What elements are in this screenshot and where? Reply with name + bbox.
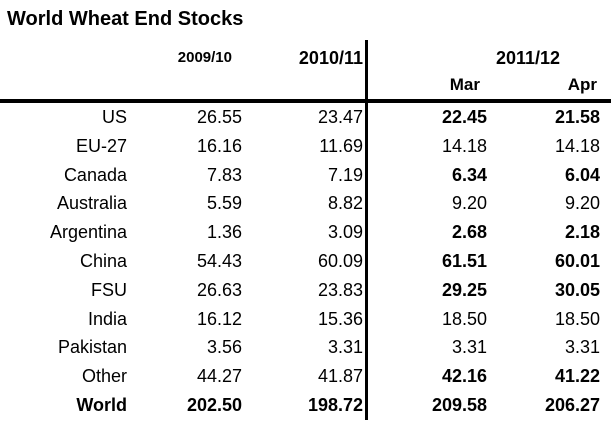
cell-2009-10: 26.55	[196, 107, 242, 127]
cell-apr: 206.27	[544, 394, 600, 415]
cell-apr: 18.50	[554, 308, 600, 329]
row-label: Other	[81, 366, 127, 387]
cell-2010-11: 23.47	[317, 107, 363, 127]
row-label: India	[87, 308, 127, 329]
column-divider-line	[365, 40, 368, 420]
cell-2010-11: 198.72	[307, 394, 363, 415]
table-title: World Wheat End Stocks	[7, 8, 244, 30]
col-header-2010-11: 2010/11	[298, 48, 363, 68]
cell-apr: 3.31	[564, 337, 600, 358]
cell-mar: 42.16	[441, 366, 487, 387]
cell-2009-10: 54.43	[196, 250, 242, 271]
cell-2009-10: 26.63	[196, 279, 242, 300]
cell-2009-10: 1.36	[206, 222, 242, 243]
cell-apr: 6.04	[564, 164, 600, 185]
cell-mar: 6.34	[451, 164, 487, 185]
cell-apr: 30.05	[554, 279, 600, 300]
row-label: FSU	[91, 279, 127, 300]
cell-apr: 9.20	[564, 193, 600, 214]
row-label: Argentina	[49, 222, 127, 243]
cell-mar: 3.31	[451, 337, 487, 358]
cell-2010-11: 60.09	[317, 250, 363, 271]
row-label: China	[79, 250, 127, 271]
col-header-apr: Apr	[567, 75, 597, 94]
cell-2010-11: 3.31	[327, 337, 363, 358]
cell-mar: 18.50	[441, 308, 487, 329]
cell-apr: 21.58	[554, 107, 600, 127]
cell-2009-10: 16.12	[196, 308, 242, 329]
cell-2009-10: 16.16	[196, 135, 242, 156]
cell-mar: 61.51	[441, 250, 487, 271]
cell-2010-11: 41.87	[317, 366, 363, 387]
row-label: World	[76, 394, 127, 415]
cell-mar: 209.58	[431, 394, 487, 415]
cell-2010-11: 11.69	[319, 135, 363, 156]
col-header-mar: Mar	[449, 75, 480, 94]
cell-apr: 2.18	[564, 222, 600, 243]
col-header-2011-12: 2011/12	[495, 48, 561, 68]
cell-mar: 9.20	[451, 193, 487, 214]
cell-2009-10: 202.50	[186, 394, 242, 415]
cell-2009-10: 5.59	[206, 193, 242, 214]
cell-mar: 2.68	[451, 222, 487, 243]
cell-2009-10: 3.56	[206, 337, 242, 358]
table-body: US 26.55 23.47 22.45 21.58 EU-27 16.16 1…	[0, 103, 611, 420]
cell-mar: 14.18	[441, 135, 487, 156]
cell-2009-10: 44.27	[196, 366, 242, 387]
row-label: US	[101, 107, 127, 127]
cell-mar: 22.45	[441, 107, 487, 127]
header-rule	[0, 99, 611, 103]
cell-apr: 14.18	[554, 135, 600, 156]
month-header-row: Mar Apr	[0, 73, 611, 97]
cell-2009-10: 7.83	[206, 164, 242, 185]
cell-2010-11: 7.19	[327, 164, 363, 185]
cell-mar: 29.25	[441, 279, 487, 300]
cell-apr: 60.01	[554, 250, 600, 271]
cell-apr: 41.22	[554, 366, 600, 387]
col-header-2009-10: 2009/10	[177, 49, 232, 66]
cell-2010-11: 3.09	[327, 222, 363, 243]
cell-2010-11: 23.83	[317, 279, 363, 300]
cell-2010-11: 15.36	[317, 308, 363, 329]
year-header-row: 2009/10 2010/11 2011/12	[0, 46, 611, 70]
row-label: Canada	[63, 164, 127, 185]
row-label: Australia	[56, 193, 127, 214]
cell-2010-11: 8.82	[327, 193, 363, 214]
row-label: Pakistan	[57, 337, 127, 358]
row-label: EU-27	[75, 135, 127, 156]
